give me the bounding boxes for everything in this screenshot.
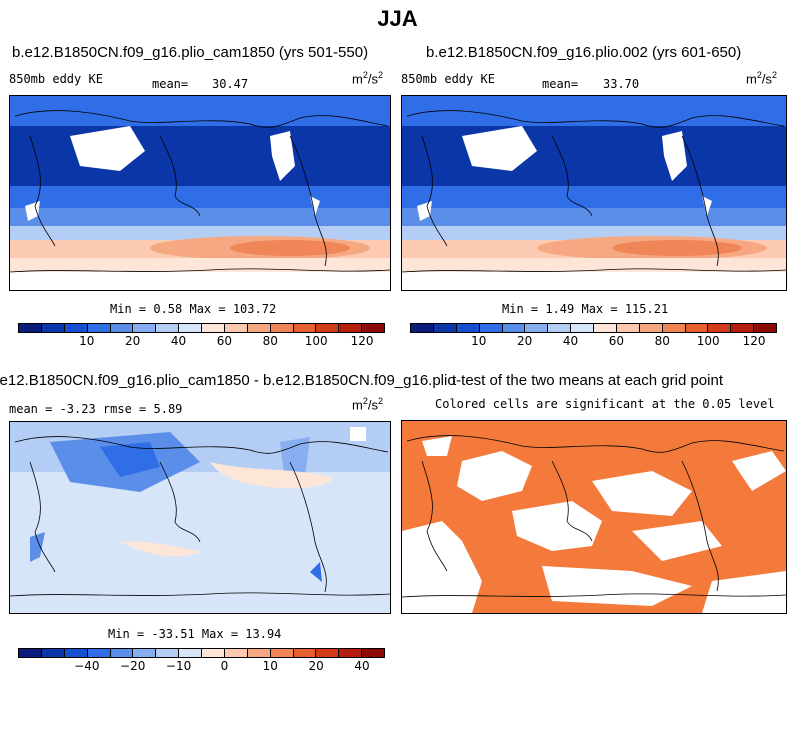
panel2-colorbar-box <box>662 324 686 332</box>
panel2-title: b.e12.B1850CN.f09_g16.plio.002 (yrs 601-… <box>426 44 742 61</box>
panel2-colorbar-box <box>616 324 640 332</box>
panel2-minmax: Min = 1.49 Max = 115.21 <box>502 302 669 316</box>
panel1-colorbar-box <box>110 324 134 332</box>
panel2-colorbar-box <box>433 324 457 332</box>
panel1-mean-value: 30.47 <box>212 77 249 91</box>
panel1-colorbar-tick-label: 10 <box>79 334 95 348</box>
panel3-colorbar-box <box>64 649 88 657</box>
panel3-colorbar-tick-label: −40 <box>74 659 100 673</box>
page-title: JJA <box>377 6 418 31</box>
panel3-minmax: Min = -33.51 Max = 13.94 <box>108 627 282 641</box>
panel1-colorbar-box <box>316 324 340 332</box>
panel3-colorbar-box <box>202 649 225 657</box>
panel3-colorbar-box <box>110 649 134 657</box>
panel1-colorbar-tick-label: 100 <box>304 334 328 348</box>
panel1-title: b.e12.B1850CN.f09_g16.plio_cam1850 (yrs … <box>12 44 369 61</box>
panel3-colorbar-box <box>19 649 42 657</box>
panel2-colorbar-box <box>479 324 503 332</box>
panel1-colorbar-tick-label: 60 <box>216 334 233 348</box>
panel3-colorbar-box <box>270 649 294 657</box>
panel3-title-clip: b.e12.B1850CN.f09_g16.plio_cam1850 - b.e… <box>0 372 455 392</box>
panel2-colorbar-box <box>754 324 776 332</box>
panel4-map <box>401 420 787 614</box>
panel3-colorbar-box <box>247 649 271 657</box>
panel3-colorbar-tick-label: 40 <box>354 659 370 673</box>
panel1-colorbar-box <box>270 324 294 332</box>
panel2-colorbar-box <box>456 324 480 332</box>
panel2-units: m2/s2 <box>746 70 777 87</box>
panel3-colorbar-box <box>293 649 317 657</box>
panel1-colorbar <box>18 323 385 333</box>
panel4-title: t-test of the two means at each grid poi… <box>452 372 723 389</box>
panel3-map <box>9 421 391 614</box>
panel2-colorbar-box <box>685 324 709 332</box>
panel1-map <box>9 95 391 291</box>
panel2-colorbar-box <box>708 324 732 332</box>
panel1-colorbar-tick-label: 80 <box>262 334 278 348</box>
panel3-colorbar-box <box>87 649 111 657</box>
panel2-colorbar-tick-label: 120 <box>742 334 766 348</box>
panel2-colorbar-box <box>502 324 526 332</box>
panel3-colorbar-box <box>316 649 340 657</box>
panel4-subtitle: Colored cells are significant at the 0.0… <box>435 397 775 411</box>
panel2-colorbar-ticks: 10 20 40 60 80 100 120 <box>410 334 777 350</box>
panel1-colorbar-tick-label: 120 <box>350 334 374 348</box>
panel2-colorbar-box <box>594 324 617 332</box>
panel3-colorbar-tick-label: −20 <box>120 659 146 673</box>
panel2-colorbar-tick-label: 20 <box>517 334 533 348</box>
panel1-mean-label: mean= <box>152 77 189 91</box>
panel2-colorbar-box <box>525 324 549 332</box>
panel1-colorbar-box <box>87 324 111 332</box>
panel1-colorbar-box <box>41 324 65 332</box>
panel3-colorbar-box <box>41 649 65 657</box>
panel1-colorbar-box <box>19 324 42 332</box>
panel2-mean-value: 33.70 <box>603 77 640 91</box>
panel2-colorbar-box <box>411 324 434 332</box>
panel1-colorbar-box <box>339 324 363 332</box>
panel2-colorbar-tick-label: 10 <box>471 334 487 348</box>
panel1-colorbar-box <box>224 324 248 332</box>
panel3-colorbar-box <box>362 649 384 657</box>
panel3-stats: mean = -3.23 rmse = 5.89 <box>9 402 183 416</box>
panel1-colorbar-box <box>179 324 202 332</box>
panel3-colorbar-box <box>224 649 248 657</box>
panel2-colorbar-box <box>571 324 594 332</box>
panel3-colorbar-box <box>156 649 180 657</box>
panel1-colorbar-box <box>156 324 180 332</box>
panel2-colorbar-box <box>639 324 663 332</box>
panel2-colorbar-tick-label: 100 <box>696 334 720 348</box>
panel2-colorbar-box <box>731 324 755 332</box>
panel1-colorbar-box <box>64 324 88 332</box>
panel3-colorbar-ticks: −40 −20 −10 0 10 20 40 <box>18 659 385 675</box>
panel3-colorbar-tick-label: 0 <box>220 659 229 673</box>
panel1-colorbar-ticks: 10 20 40 60 80 100 120 <box>18 334 385 350</box>
panel3-colorbar-tick-label: 10 <box>262 659 278 673</box>
panel2-mean-label: mean= <box>542 77 579 91</box>
panel3-title: b.e12.B1850CN.f09_g16.plio_cam1850 - b.e… <box>0 372 455 389</box>
panel1-units: m2/s2 <box>352 70 383 87</box>
panel1-variable: 850mb eddy KE <box>9 72 103 86</box>
panel2-variable: 850mb eddy KE <box>401 72 495 86</box>
panel1-colorbar-box <box>247 324 271 332</box>
panel1-colorbar-box <box>293 324 317 332</box>
panel2-colorbar-tick-label: 80 <box>654 334 670 348</box>
panel1-colorbar-box <box>202 324 225 332</box>
panel1-minmax: Min = 0.58 Max = 103.72 <box>110 302 277 316</box>
panel1-colorbar-tick-label: 20 <box>125 334 141 348</box>
panel2-colorbar-tick-label: 40 <box>562 334 579 348</box>
panel3-colorbar <box>18 648 385 658</box>
panel3-units: m2/s2 <box>352 396 383 413</box>
panel2-colorbar-box <box>548 324 572 332</box>
panel1-colorbar-tick-label: 40 <box>170 334 187 348</box>
panel2-colorbar <box>410 323 777 333</box>
panel2-colorbar-tick-label: 60 <box>608 334 625 348</box>
panel3-colorbar-tick-label: −10 <box>165 659 192 673</box>
panel1-colorbar-box <box>362 324 384 332</box>
panel3-colorbar-tick-label: 20 <box>308 659 324 673</box>
panel3-colorbar-box <box>133 649 157 657</box>
panel1-colorbar-box <box>133 324 157 332</box>
panel3-colorbar-box <box>339 649 363 657</box>
panel2-map <box>401 95 787 291</box>
panel3-colorbar-box <box>179 649 202 657</box>
